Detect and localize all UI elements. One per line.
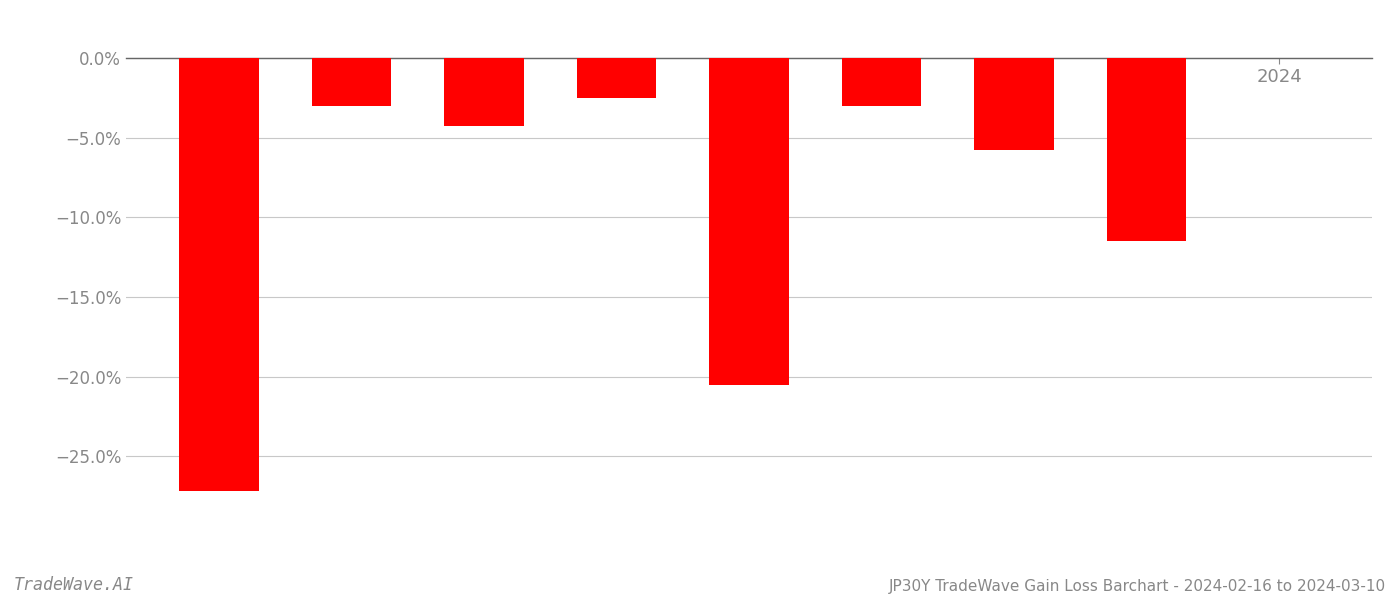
Bar — [974, 58, 1054, 150]
Bar — [444, 58, 524, 127]
Bar — [710, 58, 788, 385]
Text: TradeWave.AI: TradeWave.AI — [14, 576, 134, 594]
Text: JP30Y TradeWave Gain Loss Barchart - 2024-02-16 to 2024-03-10: JP30Y TradeWave Gain Loss Barchart - 202… — [889, 579, 1386, 594]
Bar — [841, 58, 921, 106]
Bar — [179, 58, 259, 491]
Bar — [577, 58, 657, 98]
Bar — [1107, 58, 1186, 241]
Bar — [312, 58, 391, 106]
